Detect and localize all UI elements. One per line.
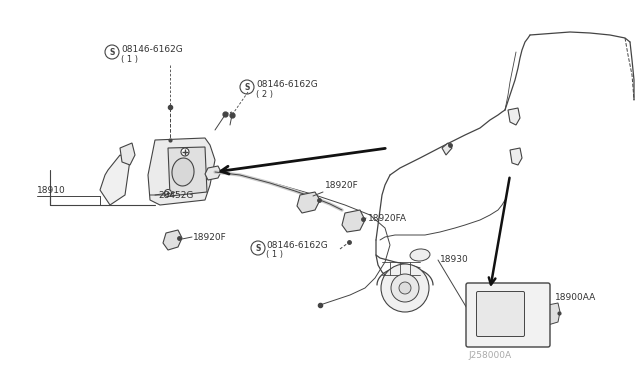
Text: ( 1 ): ( 1 ) — [266, 250, 283, 260]
Text: S: S — [109, 48, 115, 57]
Text: 18930: 18930 — [440, 256, 468, 264]
Text: 18920FA: 18920FA — [368, 214, 407, 222]
Polygon shape — [510, 148, 522, 165]
Circle shape — [181, 148, 189, 156]
Polygon shape — [163, 230, 182, 250]
Circle shape — [381, 264, 429, 312]
Polygon shape — [297, 192, 320, 213]
FancyBboxPatch shape — [466, 283, 550, 347]
Text: 28452G: 28452G — [158, 190, 193, 199]
Polygon shape — [508, 108, 520, 125]
Text: ( 2 ): ( 2 ) — [256, 90, 273, 99]
Text: 18920F: 18920F — [325, 180, 359, 189]
Text: S: S — [244, 83, 250, 92]
Polygon shape — [168, 147, 207, 196]
Ellipse shape — [410, 249, 430, 261]
Polygon shape — [148, 138, 215, 205]
Circle shape — [399, 282, 411, 294]
Polygon shape — [442, 143, 452, 155]
Text: 18910: 18910 — [37, 186, 66, 195]
Text: 18900AA: 18900AA — [555, 294, 596, 302]
Ellipse shape — [172, 158, 194, 186]
Polygon shape — [545, 303, 560, 325]
Circle shape — [164, 189, 172, 196]
Polygon shape — [205, 166, 221, 180]
Circle shape — [391, 274, 419, 302]
Text: S: S — [255, 244, 260, 253]
Text: ( 1 ): ( 1 ) — [121, 55, 138, 64]
Text: 18920F: 18920F — [193, 232, 227, 241]
Text: J258000A: J258000A — [468, 350, 511, 359]
Text: 08146-6162G: 08146-6162G — [121, 45, 183, 54]
Polygon shape — [342, 210, 365, 232]
Text: 08146-6162G: 08146-6162G — [266, 241, 328, 250]
Polygon shape — [120, 143, 135, 165]
FancyBboxPatch shape — [477, 292, 525, 337]
Text: 08146-6162G: 08146-6162G — [256, 80, 317, 89]
Polygon shape — [100, 155, 130, 205]
